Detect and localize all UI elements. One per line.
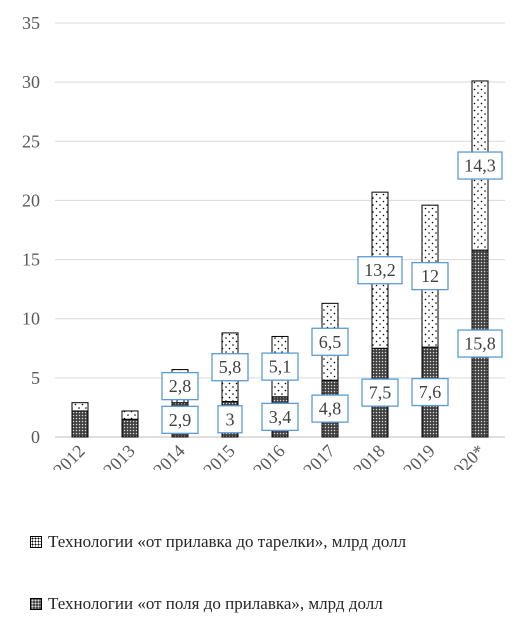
bar-segment: [121, 410, 139, 420]
y-axis-ticks: 0 5 10 15 20 25 30 35: [22, 13, 40, 447]
y-tick-label: 35: [22, 13, 40, 33]
data-label-box: [211, 353, 249, 382]
data-label-box: [411, 377, 449, 407]
y-tick-label: 20: [22, 190, 40, 210]
legend-label-field: Технологии «от поля до прилавка», млрд д…: [48, 594, 383, 613]
bar-segment: [121, 418, 139, 438]
y-tick-label: 5: [31, 368, 40, 388]
data-label-box: [217, 405, 243, 434]
x-tick-label: 2014: [149, 441, 189, 470]
data-label: 2,9: [169, 410, 192, 430]
data-label: 7,6: [419, 382, 442, 402]
data-label-box: [311, 394, 349, 423]
data-label: 5,1: [269, 357, 292, 377]
x-tick-label: 2016: [249, 441, 289, 470]
y-tick-label: 25: [22, 131, 40, 151]
data-label-box: [261, 352, 299, 381]
data-label-box: [161, 405, 199, 434]
data-label: 4,8: [319, 399, 342, 419]
data-label-box: [311, 327, 349, 356]
data-label-box: [457, 151, 503, 180]
x-axis-ticks: 2012 2013 2014 2015 2016 2017 2018 2019 2020*: [49, 441, 489, 470]
data-label-box: [161, 371, 199, 401]
legend-item-field: Технологии «от поля до прилавка», млрд д…: [30, 594, 383, 614]
y-tick-label: 10: [22, 309, 40, 329]
y-tick-label: 15: [22, 250, 40, 270]
y-tick-label: 30: [22, 72, 40, 92]
data-label-box: [457, 329, 503, 358]
data-label: 15,8: [464, 334, 496, 354]
data-label: 3: [226, 409, 235, 429]
y-tick-label: 0: [31, 427, 40, 447]
x-tick-label: 2018: [349, 441, 389, 470]
legend-swatch-dense: [30, 598, 42, 610]
data-label: 13,2: [364, 260, 396, 280]
x-tick-label: 2019: [399, 441, 439, 470]
data-label: 3,4: [269, 407, 292, 427]
bar-segment: [71, 402, 89, 412]
data-label: 12: [421, 266, 439, 286]
stacked-bar-chart: 0 5 10 15 20 25 30 35 2,9 2,8 3 5,8 3,4 5,1 4,8 6,5 7,5…: [22, 13, 505, 470]
x-tick-label: 2012: [49, 441, 89, 470]
data-label-box: [357, 256, 403, 285]
data-label: 14,3: [464, 156, 496, 176]
x-tick-label: 2020*: [443, 441, 489, 470]
gridlines: [55, 22, 505, 438]
bar-segment: [71, 410, 89, 438]
x-tick-label: 2015: [199, 441, 239, 470]
legend-swatch-dots: [30, 536, 42, 548]
data-label-box: [261, 402, 299, 432]
data-label: 2,8: [169, 376, 192, 396]
data-label: 5,8: [219, 357, 242, 377]
data-label-box: [411, 261, 449, 291]
legend-label-plate: Технологии «от прилавка до тарелки», млр…: [48, 532, 407, 551]
data-label-box: [361, 378, 399, 407]
x-tick-label: 2013: [99, 441, 139, 470]
data-label: 6,5: [319, 332, 342, 352]
legend-item-plate: Технологии «от прилавка до тарелки», млр…: [30, 532, 406, 552]
data-label: 7,5: [369, 383, 392, 403]
x-tick-label: 2017: [299, 441, 339, 470]
data-labels: 2,9 2,8 3 5,8 3,4 5,1 4,8 6,5 7,5 13,2 7,6 12 15,8 14…: [161, 151, 503, 434]
